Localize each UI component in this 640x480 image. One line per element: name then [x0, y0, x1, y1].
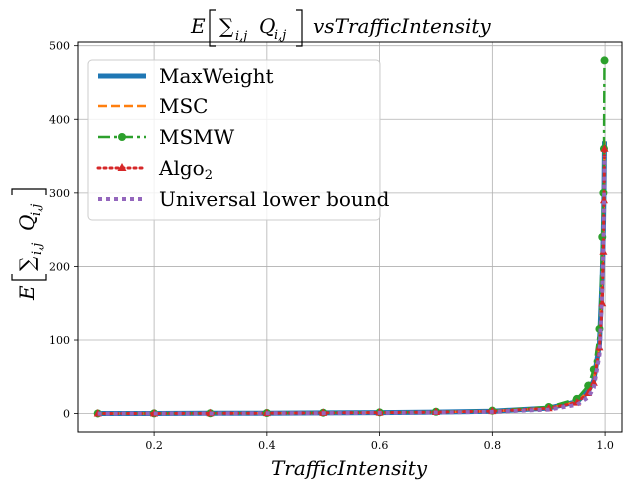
x-tick-label: 0.6 — [371, 439, 389, 452]
legend-label-msc: MSC — [159, 94, 208, 118]
y-tick-label: 0 — [63, 408, 70, 421]
series-line-universal-lower-bound — [97, 156, 607, 416]
title-Q-sub: i,j — [274, 28, 286, 43]
legend-item-algo2: Algo2 — [96, 156, 213, 183]
x-tick-label: 1.0 — [596, 439, 614, 452]
y-tick-label: 500 — [49, 40, 70, 53]
y-label-E: E — [15, 285, 39, 301]
legend-label-universal-lower-bound: Universal lower bound — [159, 187, 390, 211]
y-label-left-bracket — [11, 274, 47, 281]
legend-marker-algo2 — [117, 163, 127, 171]
data-point-msmw — [600, 56, 609, 65]
series-layer — [93, 56, 609, 418]
legend-item-msc: MSC — [98, 94, 208, 118]
y-tick-label: 300 — [49, 187, 70, 200]
y-label-sum: ∑ — [15, 256, 39, 271]
legend: MaxWeight MSC MSMW Algo2 Universal lower… — [87, 59, 390, 221]
y-axis-label: E ∑ i,j Q i,j — [11, 188, 47, 301]
series-universal-lower-bound — [97, 156, 607, 416]
legend-label-msmw: MSMW — [159, 125, 235, 149]
x-tick-label: 0.8 — [484, 439, 502, 452]
title-right-bracket — [296, 9, 303, 47]
title-sum: ∑ — [219, 14, 234, 38]
legend-item-maxweight: MaxWeight — [98, 64, 274, 88]
title-left-bracket — [209, 9, 216, 47]
plot-frame — [77, 41, 623, 433]
legend-box — [87, 59, 381, 221]
legend-label-maxweight: MaxWeight — [159, 64, 274, 88]
data-point-algo2 — [600, 144, 609, 152]
title-sum-sub: i,j — [235, 29, 247, 44]
x-tick-label: 0.4 — [258, 439, 276, 452]
legend-label-algo2: Algo2 — [158, 156, 213, 183]
x-axis-label: TrafficIntensity — [271, 456, 428, 480]
x-tick-label: 0.2 — [145, 439, 163, 452]
y-label-Q: Q — [15, 215, 39, 231]
y-label-sum-sub: i,j — [30, 243, 45, 255]
y-tick-label: 400 — [49, 113, 70, 126]
data-point-algo2 — [598, 298, 607, 307]
x-axis-ticks: 0.2 0.4 0.6 0.8 1.0 — [145, 432, 614, 452]
y-tick-label: 100 — [49, 334, 70, 347]
title-E: E — [190, 14, 206, 38]
y-label-Q-sub: i,j — [29, 204, 44, 216]
legend-item-msmw: MSMW — [98, 125, 235, 149]
y-label-right-bracket — [11, 188, 47, 195]
chart-title: E ∑ i,j Q i,j vsTrafficIntensity — [190, 9, 491, 47]
data-point-algo2 — [589, 378, 598, 386]
legend-item-universal-lower-bound: Universal lower bound — [98, 187, 390, 211]
y-axis-ticks: 0 100 200 300 400 500 — [49, 40, 78, 421]
y-tick-label: 200 — [49, 260, 70, 273]
title-rest: vsTrafficIntensity — [313, 14, 491, 38]
legend-marker-msmw — [118, 133, 126, 141]
title-Q: Q — [259, 14, 275, 38]
